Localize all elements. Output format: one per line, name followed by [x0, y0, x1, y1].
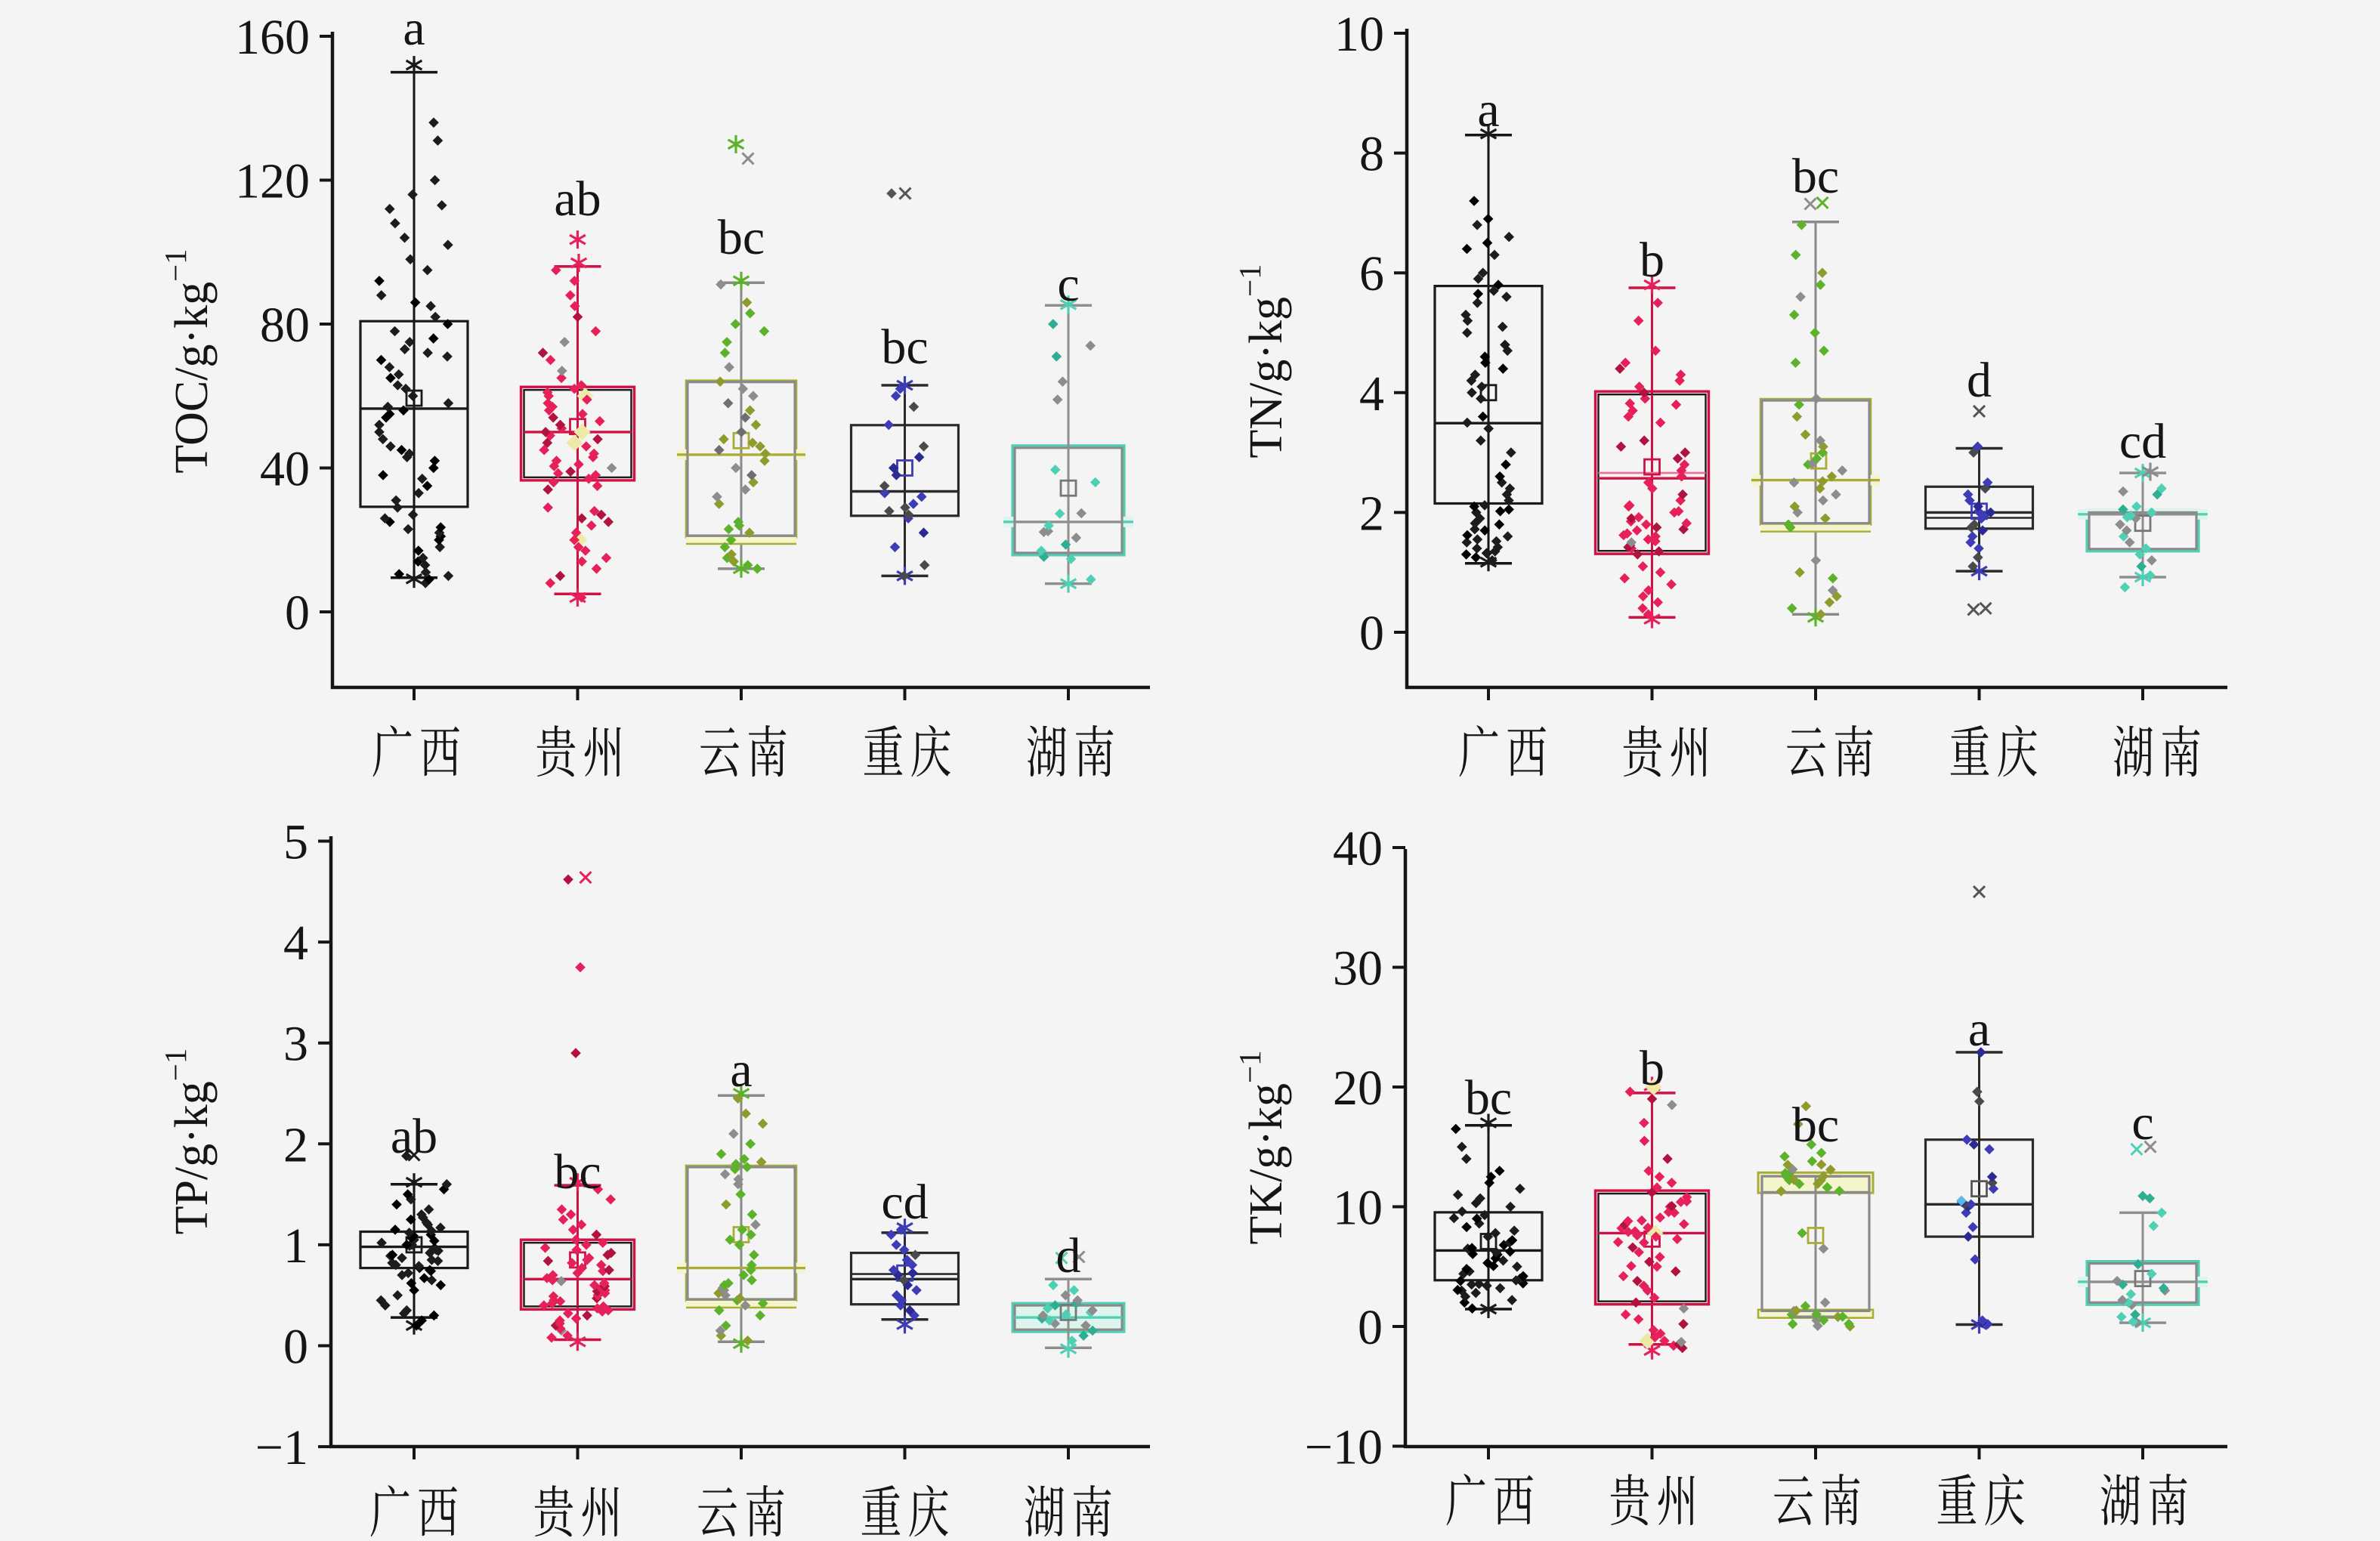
svg-text:0: 0 [283, 1320, 308, 1375]
svg-text:40: 40 [1333, 821, 1383, 876]
svg-text:10: 10 [1334, 7, 1384, 62]
svg-text:d: d [1056, 1228, 1081, 1283]
svg-text:8: 8 [1359, 127, 1384, 182]
svg-text:160: 160 [235, 10, 310, 65]
svg-text:1: 1 [283, 1218, 308, 1274]
svg-text:bc: bc [1792, 149, 1839, 204]
svg-text:cd: cd [881, 1175, 928, 1230]
svg-text:c: c [2131, 1095, 2153, 1150]
svg-text:80: 80 [260, 298, 310, 353]
svg-text:2: 2 [1359, 486, 1384, 541]
svg-text:120: 120 [235, 154, 310, 209]
svg-text:0: 0 [285, 585, 310, 641]
svg-text:3: 3 [283, 1017, 308, 1072]
svg-text:c: c [1057, 257, 1079, 312]
svg-text:10: 10 [1333, 1181, 1383, 1236]
svg-text:b: b [1640, 233, 1664, 288]
svg-text:4: 4 [1359, 366, 1384, 422]
svg-text:a: a [1477, 82, 1499, 137]
svg-text:0: 0 [1358, 1300, 1383, 1355]
svg-text:d: d [1967, 353, 1992, 408]
svg-text:TOC/g·kg−1: TOC/g·kg−1 [158, 249, 218, 473]
svg-text:bc: bc [554, 1144, 601, 1200]
svg-text:30: 30 [1333, 941, 1383, 996]
svg-text:ab: ab [554, 171, 601, 227]
svg-text:a: a [403, 1, 425, 56]
svg-text:0: 0 [1359, 606, 1384, 661]
svg-text:20: 20 [1333, 1061, 1383, 1116]
svg-text:2: 2 [283, 1117, 308, 1172]
svg-text:−1: −1 [255, 1420, 308, 1475]
svg-text:bc: bc [718, 210, 765, 265]
svg-text:ab: ab [391, 1109, 437, 1164]
svg-text:6: 6 [1359, 246, 1384, 301]
svg-text:5: 5 [283, 815, 308, 870]
svg-text:cd: cd [2119, 414, 2166, 469]
svg-text:−10: −10 [1305, 1420, 1383, 1475]
svg-text:bc: bc [1465, 1070, 1512, 1126]
svg-text:40: 40 [260, 442, 310, 497]
svg-text:b: b [1640, 1041, 1664, 1096]
svg-text:bc: bc [1792, 1098, 1839, 1153]
svg-text:a: a [1968, 1002, 1990, 1057]
svg-text:4: 4 [283, 916, 308, 971]
svg-text:bc: bc [881, 320, 928, 375]
svg-text:TP/g·kg−1: TP/g·kg−1 [158, 1048, 218, 1235]
svg-text:a: a [730, 1042, 752, 1098]
